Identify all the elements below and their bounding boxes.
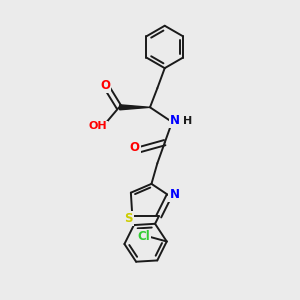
Text: Cl: Cl xyxy=(138,230,150,243)
Polygon shape xyxy=(120,105,150,110)
Text: S: S xyxy=(124,212,133,225)
Text: O: O xyxy=(100,79,110,92)
Text: N: N xyxy=(169,188,179,201)
Text: OH: OH xyxy=(88,122,107,131)
Text: H: H xyxy=(183,116,192,126)
Text: N: N xyxy=(170,114,180,127)
Text: O: O xyxy=(130,141,140,154)
